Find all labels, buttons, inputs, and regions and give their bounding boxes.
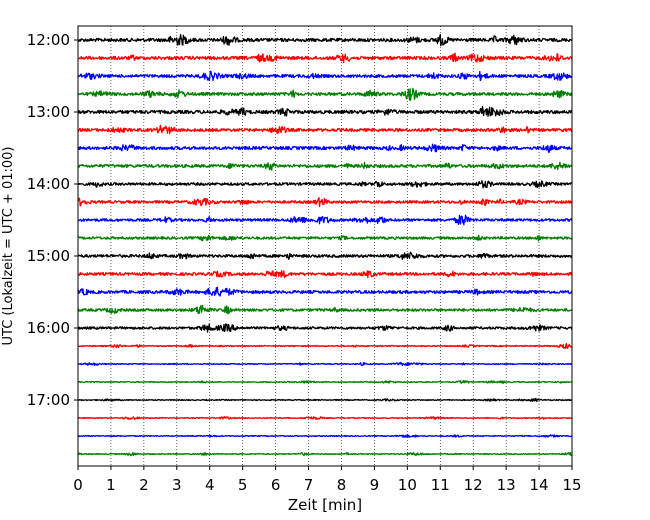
trace-1200 — [77, 33, 573, 47]
trace-1645 — [77, 379, 573, 384]
x-tick-label: 10 — [398, 476, 417, 494]
trace-1400 — [77, 180, 573, 189]
trace-1245 — [77, 87, 573, 101]
x-tick-label: 11 — [431, 476, 450, 494]
grid-lines — [110, 26, 540, 466]
x-tick-label: 14 — [530, 476, 549, 494]
trace-1615 — [77, 343, 573, 350]
x-tick-label: 6 — [271, 476, 281, 494]
x-axis-ticks: 0 1 2 3 4 5 6 7 8 9 10 11 12 13 14 15 — [73, 466, 582, 494]
x-tick-label: 2 — [139, 476, 149, 494]
trace-1500 — [77, 251, 573, 261]
y-tick-label: 17:00 — [27, 391, 70, 409]
trace-1315 — [77, 124, 573, 135]
trace-1230 — [77, 70, 573, 82]
trace-1430 — [77, 214, 573, 226]
x-tick-label: 5 — [238, 476, 248, 494]
x-tick-label: 12 — [464, 476, 483, 494]
y-axis-label: UTC (Lokalzeit = UTC + 01:00) — [1, 147, 16, 346]
y-axis-ticks: 12:00 13:00 14:00 15:00 16:00 17:00 — [27, 31, 78, 409]
trace-1715 — [77, 416, 573, 421]
x-tick-label: 3 — [172, 476, 182, 494]
plot-background — [78, 26, 572, 466]
trace-1700 — [77, 397, 573, 402]
trace-1415 — [77, 196, 573, 208]
x-tick-label: 4 — [205, 476, 215, 494]
trace-1215 — [77, 52, 573, 64]
trace-1630 — [77, 361, 573, 367]
y-tick-label: 16:00 — [27, 319, 70, 337]
x-tick-label: 0 — [73, 476, 83, 494]
x-tick-label: 13 — [497, 476, 516, 494]
x-tick-label: 9 — [370, 476, 380, 494]
trace-1300 — [77, 106, 573, 117]
y-tick-label: 13:00 — [27, 103, 70, 121]
trace-1445 — [77, 234, 573, 242]
x-axis-label: Zeit [min] — [288, 496, 362, 514]
y-tick-label: 15:00 — [27, 247, 70, 265]
x-tick-label: 8 — [337, 476, 347, 494]
trace-1330 — [77, 143, 573, 154]
seismic-traces — [77, 33, 573, 457]
x-tick-label: 7 — [304, 476, 314, 494]
trace-1515 — [77, 269, 573, 279]
plot-frame — [77, 25, 573, 467]
trace-1545 — [77, 304, 573, 315]
trace-1600 — [77, 323, 573, 333]
x-tick-label: 1 — [106, 476, 116, 494]
y-tick-label: 12:00 — [27, 31, 70, 49]
trace-1745 — [77, 451, 573, 457]
trace-1345 — [77, 161, 573, 171]
y-tick-label: 14:00 — [27, 175, 70, 193]
x-tick-label: 15 — [562, 476, 581, 494]
trace-1530 — [77, 286, 573, 297]
trace-1730 — [77, 433, 573, 439]
